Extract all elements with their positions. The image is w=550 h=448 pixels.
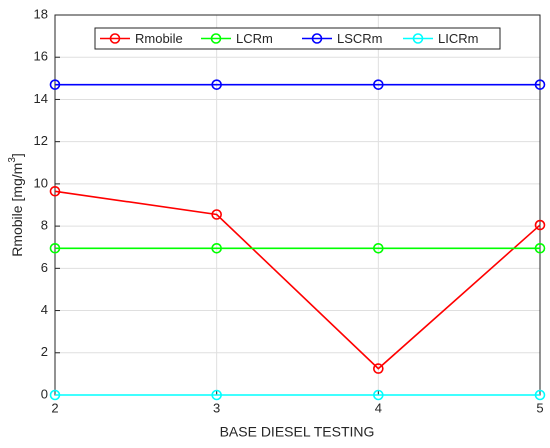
marker xyxy=(49,389,61,401)
plot-frame xyxy=(54,14,541,396)
y-tick-label: 2 xyxy=(41,344,48,359)
marker xyxy=(49,79,61,90)
legend-label: LCRm xyxy=(236,31,273,46)
marker xyxy=(534,219,546,231)
y-tick-label: 10 xyxy=(34,175,48,190)
marker xyxy=(534,242,546,254)
y-label-main: Rmobile [mg/m xyxy=(9,163,25,257)
y-tick-label: 8 xyxy=(41,218,48,233)
y-tick-label: 18 xyxy=(34,6,48,21)
marker xyxy=(49,185,61,197)
y-tick-label: 16 xyxy=(34,49,48,64)
y-tick-label: 12 xyxy=(34,133,48,148)
legend-marker xyxy=(109,33,121,44)
legend-marker xyxy=(311,33,323,44)
x-tick-label: 3 xyxy=(213,400,220,415)
marker xyxy=(373,79,384,90)
marker xyxy=(211,209,222,220)
y-axis-label: Rmobile [mg/m3] xyxy=(7,153,25,257)
x-tick-label: 2 xyxy=(51,400,58,415)
marker xyxy=(211,79,222,90)
y-tick-label: 6 xyxy=(41,260,48,275)
legend-marker xyxy=(210,33,222,44)
x-tick-label: 5 xyxy=(536,400,543,415)
y-tick-label: 4 xyxy=(41,302,48,317)
x-tick-label: 4 xyxy=(375,400,382,415)
y-label-tail: ] xyxy=(9,153,25,157)
legend-marker xyxy=(412,33,424,44)
legend-label: LSCRm xyxy=(337,31,383,46)
legend-label: LICRm xyxy=(438,31,478,46)
marker xyxy=(534,389,546,401)
marker xyxy=(373,363,384,374)
y-label-sup: 3 xyxy=(7,157,18,163)
marker xyxy=(373,389,384,401)
legend: Rmobile LCRm LSCRm LICRm xyxy=(94,27,501,50)
marker xyxy=(211,389,222,401)
legend-label: Rmobile xyxy=(135,31,183,46)
legend-box xyxy=(94,27,501,50)
series-line xyxy=(54,190,541,370)
x-axis-label: BASE DIESEL TESTING xyxy=(220,424,375,440)
y-tick-label: 0 xyxy=(41,386,48,401)
marker xyxy=(534,79,546,90)
y-tick-label: 14 xyxy=(34,91,48,106)
marker xyxy=(49,242,61,254)
marker xyxy=(373,242,384,254)
marker xyxy=(211,242,222,254)
